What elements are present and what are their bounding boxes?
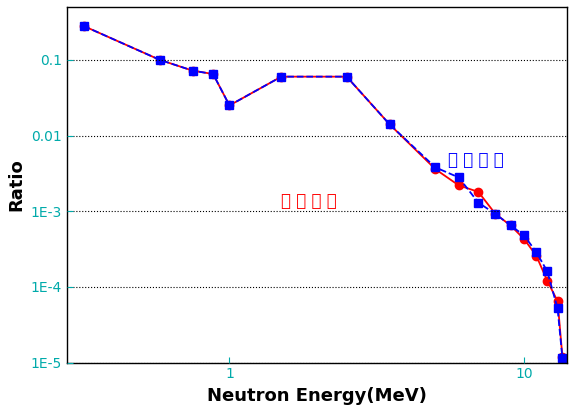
X-axis label: Neutron Energy(MeV): Neutron Energy(MeV) [207, 387, 427, 405]
Y-axis label: Ratio: Ratio [7, 159, 25, 211]
Text: 천 이 노 심: 천 이 노 심 [448, 151, 503, 169]
Text: 평 형 노 심: 평 형 노 심 [281, 192, 337, 211]
